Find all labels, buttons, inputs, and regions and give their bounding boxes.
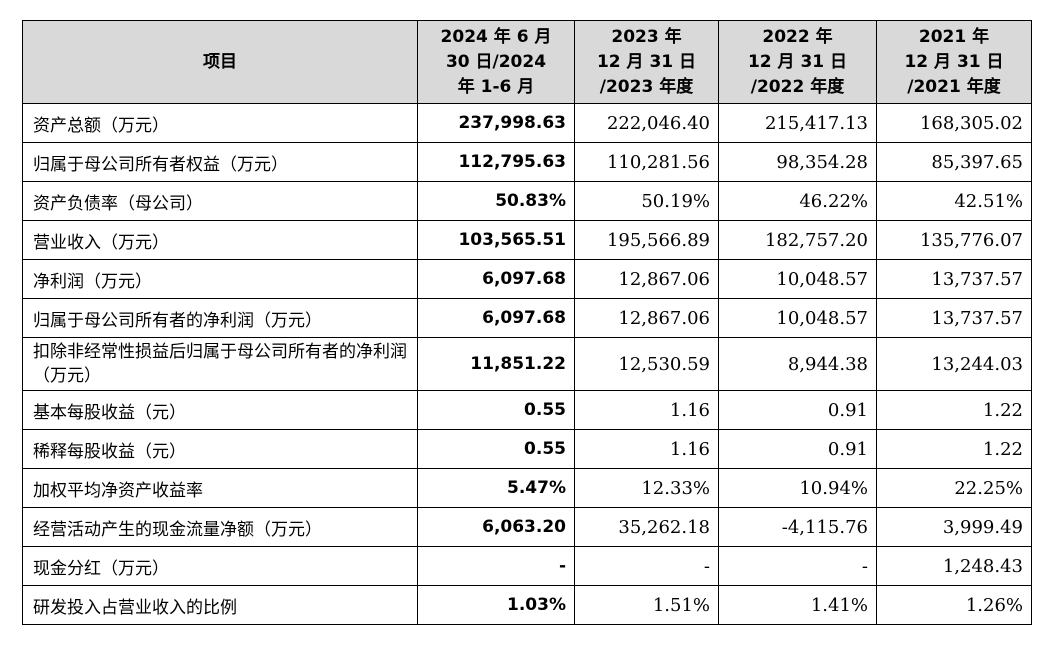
cell-2023: 110,281.56 bbox=[574, 142, 719, 182]
table-row: 研发投入占营业收入的比例 1.03% 1.51% 1.41% 1.26% bbox=[22, 585, 1032, 625]
cell-2024h1: 0.55 bbox=[417, 390, 575, 430]
cell-2022: 1.41% bbox=[718, 585, 877, 625]
cell-2021: 1,248.43 bbox=[876, 546, 1032, 586]
cell-2022: 46.22% bbox=[718, 181, 877, 221]
cell-2023: 12.33% bbox=[574, 468, 719, 508]
cell-2021: 13,737.57 bbox=[876, 259, 1032, 299]
cell-2022: 8,944.38 bbox=[718, 337, 877, 391]
row-label: 资产负债率（母公司） bbox=[22, 181, 418, 221]
table-header-row: 项目 2024 年 6 月 30 日/2024 年 1-6 月 2023 年 1… bbox=[22, 20, 1032, 104]
row-label: 研发投入占营业收入的比例 bbox=[22, 585, 418, 625]
cell-2021: 1.22 bbox=[876, 429, 1032, 469]
table-row: 归属于母公司所有者的净利润（万元） 6,097.68 12,867.06 10,… bbox=[22, 298, 1032, 338]
row-label: 加权平均净资产收益率 bbox=[22, 468, 418, 508]
cell-2023: 35,262.18 bbox=[574, 507, 719, 547]
cell-2022: -4,115.76 bbox=[718, 507, 877, 547]
cell-2023: 1.16 bbox=[574, 390, 719, 430]
header-item: 项目 bbox=[22, 20, 418, 104]
cell-2022: 215,417.13 bbox=[718, 103, 877, 143]
cell-2024h1: 50.83% bbox=[417, 181, 575, 221]
table-row: 归属于母公司所有者权益（万元） 112,795.63 110,281.56 98… bbox=[22, 142, 1032, 182]
table-row: 加权平均净资产收益率 5.47% 12.33% 10.94% 22.25% bbox=[22, 468, 1032, 508]
cell-2023: 222,046.40 bbox=[574, 103, 719, 143]
cell-2022: 0.91 bbox=[718, 390, 877, 430]
cell-2022: - bbox=[718, 546, 877, 586]
cell-2021: 3,999.49 bbox=[876, 507, 1032, 547]
cell-2024h1: 6,097.68 bbox=[417, 259, 575, 299]
cell-2022: 10,048.57 bbox=[718, 259, 877, 299]
cell-2022: 0.91 bbox=[718, 429, 877, 469]
row-label: 归属于母公司所有者的净利润（万元） bbox=[22, 298, 418, 338]
header-2023: 2023 年 12 月 31 日 /2023 年度 bbox=[574, 20, 719, 104]
header-2024h1: 2024 年 6 月 30 日/2024 年 1-6 月 bbox=[417, 20, 575, 104]
row-label: 资产总额（万元） bbox=[22, 103, 418, 143]
table-row: 资产总额（万元） 237,998.63 222,046.40 215,417.1… bbox=[22, 103, 1032, 143]
cell-2021: 1.26% bbox=[876, 585, 1032, 625]
cell-2021: 22.25% bbox=[876, 468, 1032, 508]
cell-2024h1: 5.47% bbox=[417, 468, 575, 508]
cell-2021: 13,244.03 bbox=[876, 337, 1032, 391]
cell-2021: 1.22 bbox=[876, 390, 1032, 430]
table-row: 现金分红（万元） - - - 1,248.43 bbox=[22, 546, 1032, 586]
row-label: 基本每股收益（元） bbox=[22, 390, 418, 430]
cell-2024h1: 103,565.51 bbox=[417, 220, 575, 260]
cell-2021: 13,737.57 bbox=[876, 298, 1032, 338]
cell-2024h1: 6,097.68 bbox=[417, 298, 575, 338]
row-label: 营业收入（万元） bbox=[22, 220, 418, 260]
table-row: 净利润（万元） 6,097.68 12,867.06 10,048.57 13,… bbox=[22, 259, 1032, 299]
cell-2022: 10.94% bbox=[718, 468, 877, 508]
row-label: 经营活动产生的现金流量净额（万元） bbox=[22, 507, 418, 547]
cell-2021: 42.51% bbox=[876, 181, 1032, 221]
table-row: 稀释每股收益（元） 0.55 1.16 0.91 1.22 bbox=[22, 429, 1032, 469]
table-row: 营业收入（万元） 103,565.51 195,566.89 182,757.2… bbox=[22, 220, 1032, 260]
table-row: 扣除非经常性损益后归属于母公司所有者的净利润（万元） 11,851.22 12,… bbox=[22, 337, 1032, 391]
cell-2023: 12,867.06 bbox=[574, 298, 719, 338]
table-row: 资产负债率（母公司） 50.83% 50.19% 46.22% 42.51% bbox=[22, 181, 1032, 221]
cell-2021: 85,397.65 bbox=[876, 142, 1032, 182]
cell-2024h1: 11,851.22 bbox=[417, 337, 575, 391]
financial-table-container: 项目 2024 年 6 月 30 日/2024 年 1-6 月 2023 年 1… bbox=[22, 20, 1032, 625]
cell-2023: 12,867.06 bbox=[574, 259, 719, 299]
cell-2022: 182,757.20 bbox=[718, 220, 877, 260]
cell-2023: 1.51% bbox=[574, 585, 719, 625]
cell-2024h1: 0.55 bbox=[417, 429, 575, 469]
cell-2021: 168,305.02 bbox=[876, 103, 1032, 143]
cell-2023: 1.16 bbox=[574, 429, 719, 469]
table-row: 基本每股收益（元） 0.55 1.16 0.91 1.22 bbox=[22, 390, 1032, 430]
cell-2021: 135,776.07 bbox=[876, 220, 1032, 260]
row-label: 现金分红（万元） bbox=[22, 546, 418, 586]
cell-2024h1: 6,063.20 bbox=[417, 507, 575, 547]
cell-2023: 12,530.59 bbox=[574, 337, 719, 391]
row-label: 稀释每股收益（元） bbox=[22, 429, 418, 469]
cell-2023: 50.19% bbox=[574, 181, 719, 221]
header-2021: 2021 年 12 月 31 日 /2021 年度 bbox=[876, 20, 1032, 104]
cell-2024h1: 1.03% bbox=[417, 585, 575, 625]
table-row: 经营活动产生的现金流量净额（万元） 6,063.20 35,262.18 -4,… bbox=[22, 507, 1032, 547]
cell-2022: 98,354.28 bbox=[718, 142, 877, 182]
cell-2023: 195,566.89 bbox=[574, 220, 719, 260]
header-2022: 2022 年 12 月 31 日 /2022 年度 bbox=[718, 20, 877, 104]
cell-2024h1: 237,998.63 bbox=[417, 103, 575, 143]
row-label: 扣除非经常性损益后归属于母公司所有者的净利润（万元） bbox=[22, 337, 418, 391]
cell-2024h1: 112,795.63 bbox=[417, 142, 575, 182]
financial-data-table: 项目 2024 年 6 月 30 日/2024 年 1-6 月 2023 年 1… bbox=[22, 20, 1032, 625]
cell-2022: 10,048.57 bbox=[718, 298, 877, 338]
row-label: 归属于母公司所有者权益（万元） bbox=[22, 142, 418, 182]
row-label: 净利润（万元） bbox=[22, 259, 418, 299]
cell-2024h1: - bbox=[417, 546, 575, 586]
cell-2023: - bbox=[574, 546, 719, 586]
